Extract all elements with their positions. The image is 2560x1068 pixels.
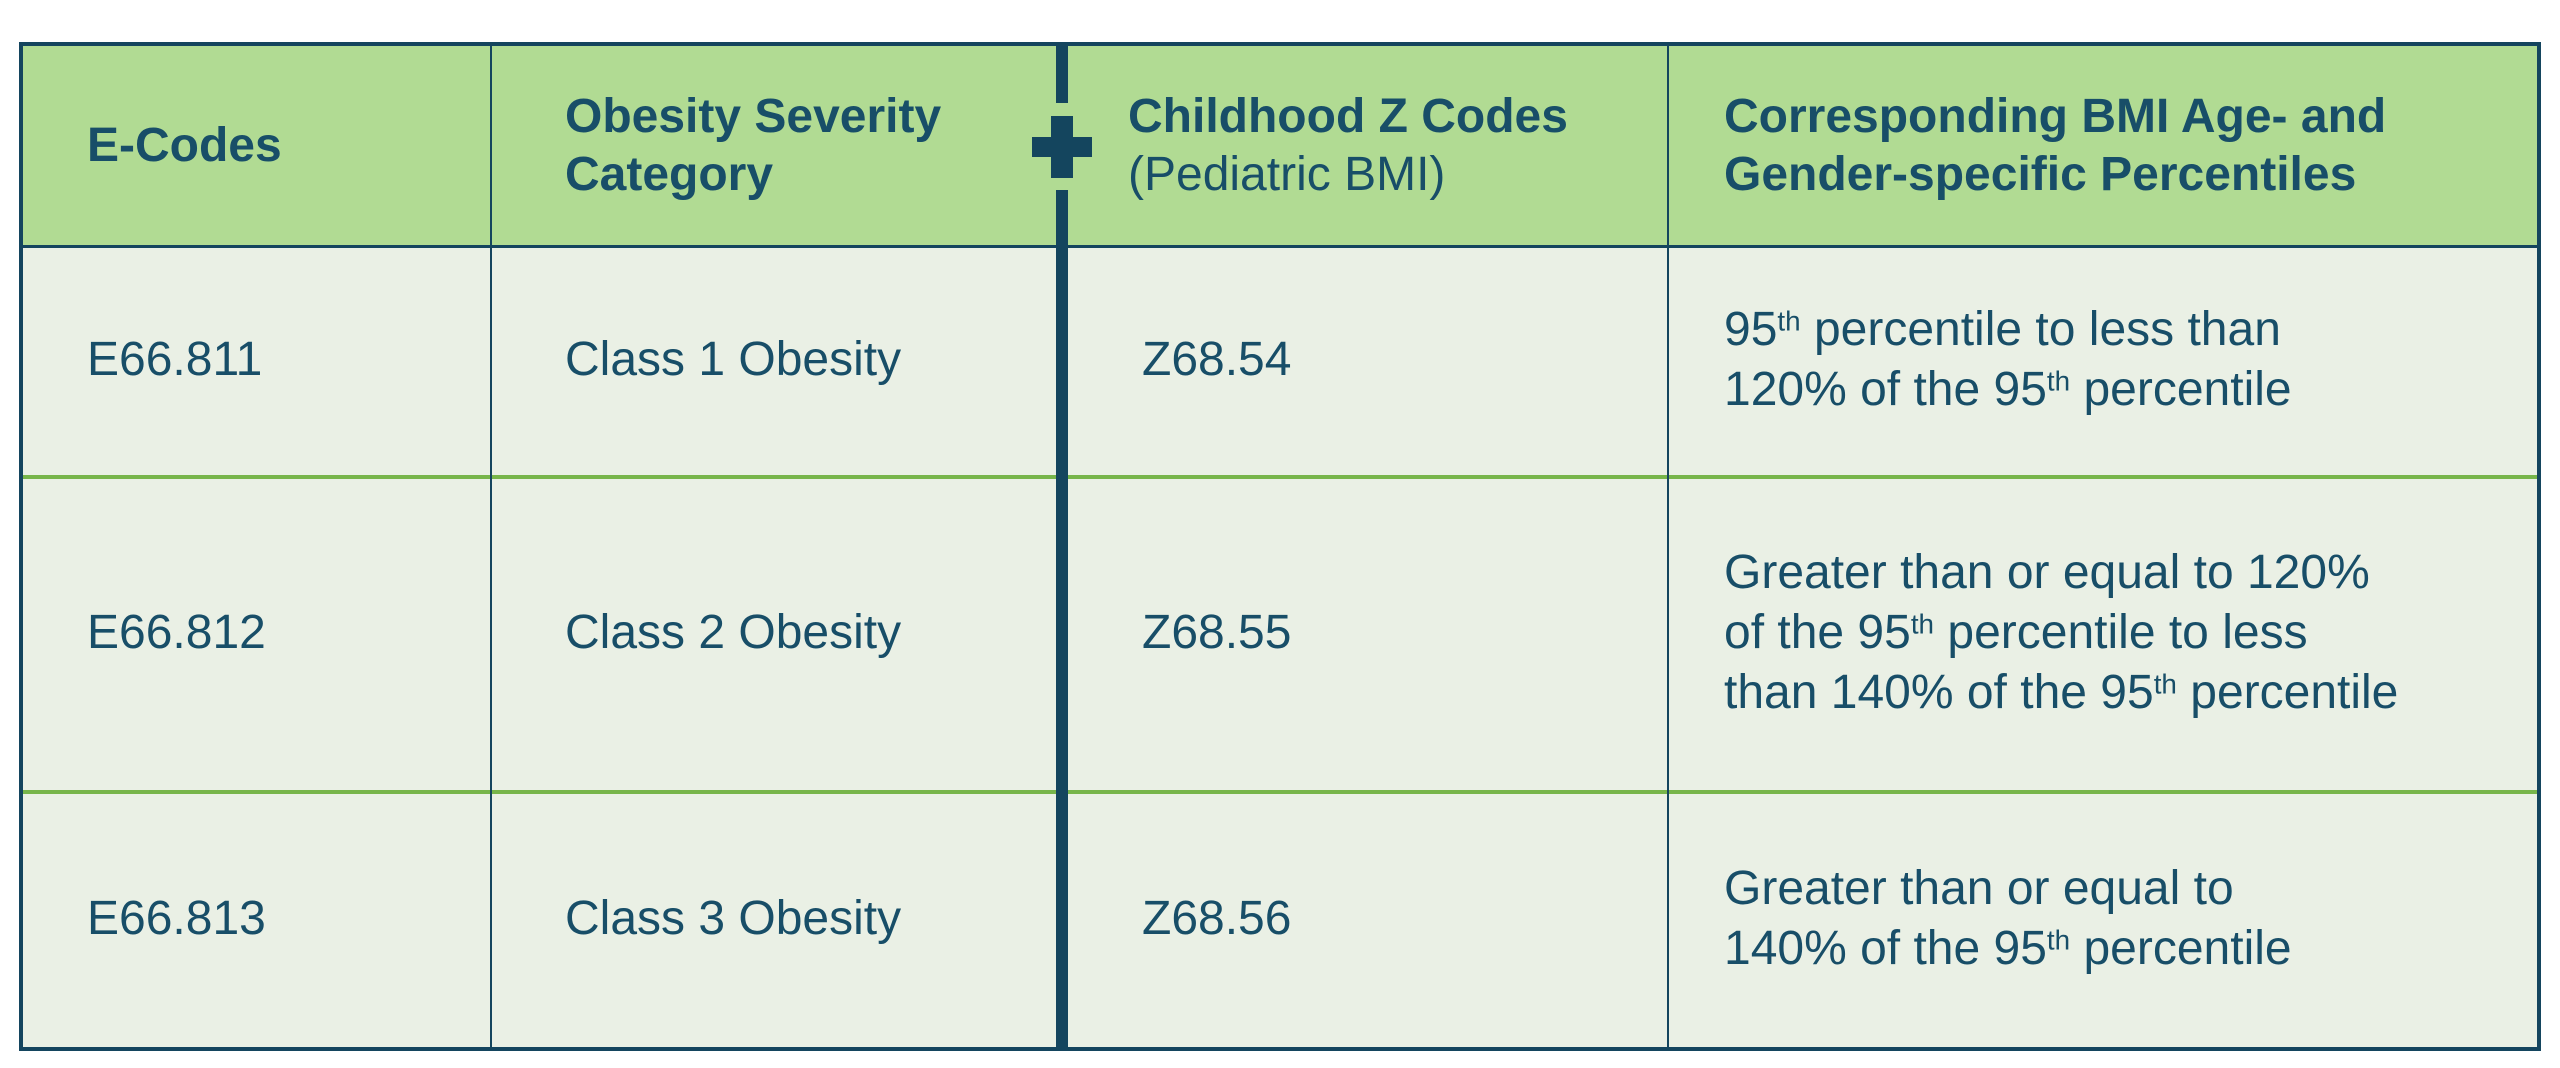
cell-percentile-range: 95th percentile to less than 120% of the … [1724,303,2292,416]
header-cell-z-codes: Childhood Z Codes (Pediatric BMI) [1062,46,1668,245]
cell-e-code: E66.812 [87,605,266,659]
header-cell-e-codes: E-Codes [87,118,282,172]
z-codes-subtitle: (Pediatric BMI) [1128,147,1446,201]
header-cell-percentiles: Corresponding BMI Age- and Gender-specif… [1724,89,2387,201]
cell-category: Class 1 Obesity [565,333,902,386]
header-background [23,46,2537,245]
cell-category: Class 3 Obesity [565,891,902,945]
plus-icon [1032,116,1092,178]
column-border [490,46,492,1047]
cell-e-code: E66.813 [87,891,266,945]
cell-percentile-range: Greater than or equal to 120% of the 95th… [1724,545,2399,719]
table-grid: E-Codes Obesity Severity Category Childh… [23,46,2537,1047]
cell-z-code: Z68.56 [1142,891,1292,945]
header-cell-severity-category: Obesity Severity Category [565,89,942,201]
row-separator [23,790,2537,794]
obesity-codes-table: E-Codes Obesity Severity Category Childh… [19,42,2541,1051]
cell-z-code: Z68.54 [1142,333,1292,386]
header-bottom-border [23,245,2537,248]
cell-z-code: Z68.55 [1142,605,1292,659]
row-separator [23,475,2537,479]
cell-percentile-range: Greater than or equal to 140% of the 95th… [1724,861,2292,975]
column-border [1667,46,1669,1047]
cell-e-code: E66.811 [87,333,263,386]
plus-icon-vertical-bar [1051,116,1073,178]
z-codes-title: Childhood Z Codes [1128,89,1568,143]
center-divider-top [1056,46,1068,103]
center-divider-bottom [1056,190,1068,1047]
cell-category: Class 2 Obesity [565,605,902,659]
